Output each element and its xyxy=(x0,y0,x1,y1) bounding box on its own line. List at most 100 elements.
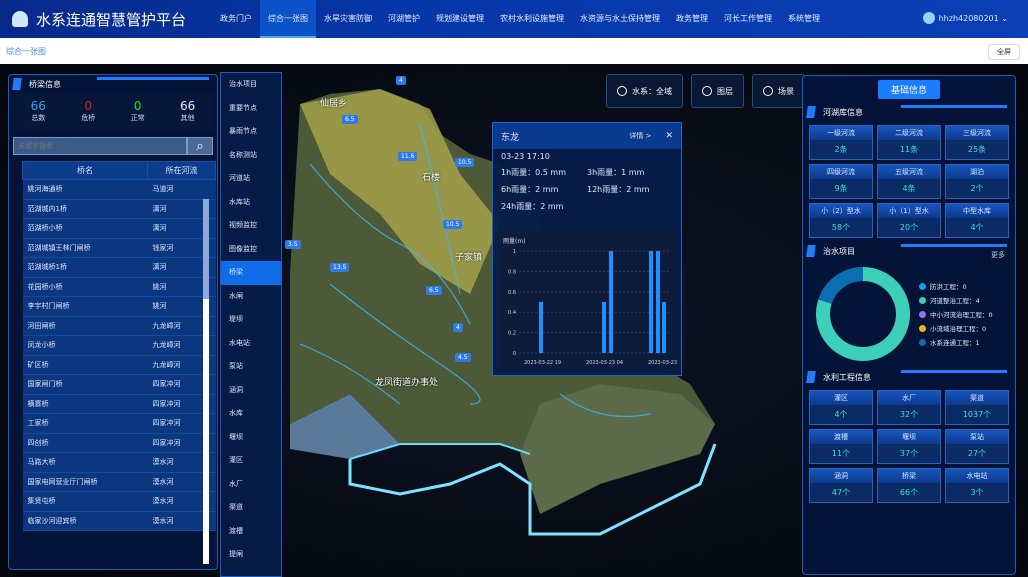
map-marker[interactable]: 6.5 xyxy=(426,286,442,295)
info-card[interactable]: 小（1）型水 20个 xyxy=(877,203,941,238)
table-row[interactable]: 集贤屯桥 漠水河 xyxy=(22,491,216,512)
layer-item[interactable]: 泵站 xyxy=(229,362,243,370)
info-card[interactable]: 渠道 1037个 xyxy=(945,390,1009,425)
layer-item[interactable]: 灌区 xyxy=(229,456,243,464)
river-name: 九龙嶂河 xyxy=(147,355,216,375)
table-row[interactable]: 花园桥小桥 姚河 xyxy=(22,277,216,297)
layer-item[interactable]: 水电站 xyxy=(229,338,250,347)
layer-item[interactable]: 名称测站 xyxy=(229,150,257,159)
layer-item[interactable]: 水库 xyxy=(229,409,243,417)
close-icon[interactable]: ✕ xyxy=(665,131,673,141)
layer-item[interactable]: 暴雨节点 xyxy=(229,127,257,135)
table-row[interactable]: 马路大桥 漠水河 xyxy=(22,452,216,473)
nav-item[interactable]: 综合一张图 xyxy=(260,0,316,38)
info-card[interactable]: 中型水库 4个 xyxy=(945,203,1009,238)
river-name: 漓河 xyxy=(147,218,216,239)
scene-button[interactable]: 场景 xyxy=(752,74,805,108)
table-row[interactable]: 工家桥 四家冲河 xyxy=(22,413,216,434)
layer-item[interactable]: 堰坝 xyxy=(229,432,243,441)
info-card[interactable]: 湖泊 2个 xyxy=(945,164,1009,199)
table-row[interactable]: 四创桥 四家冲河 xyxy=(22,433,216,453)
breadcrumb[interactable]: 综合一张图 xyxy=(6,47,46,56)
layer-item[interactable]: 图像监控 xyxy=(229,244,257,253)
table-row[interactable]: 姚河海通桥 马道河 xyxy=(22,179,216,200)
info-card[interactable]: 灌区 4个 xyxy=(809,390,873,425)
card-label: 小（1）型水 xyxy=(878,204,940,218)
map-marker[interactable]: 4.5 xyxy=(455,353,471,362)
table-row[interactable]: 矿区桥 九龙嶂河 xyxy=(22,355,216,375)
info-card[interactable]: 水厂 32个 xyxy=(877,390,941,425)
map-marker[interactable]: 10.5 xyxy=(443,220,463,229)
table-row[interactable]: 临家沙河迎宾桥 漠水河 xyxy=(22,511,216,531)
place-label: 龙凤街道办事处 xyxy=(375,378,439,388)
search-input[interactable] xyxy=(13,137,187,155)
info-card[interactable]: 小（2）型水 58个 xyxy=(809,203,873,238)
nav-item[interactable]: 河湖管护 xyxy=(388,14,420,23)
info-card[interactable]: 五级河流 4条 xyxy=(877,164,941,199)
info-card[interactable]: 涵洞 47个 xyxy=(809,468,873,503)
search-button[interactable]: ⌕ xyxy=(187,137,213,155)
nav-item[interactable]: 水旱灾害防御 xyxy=(324,14,372,23)
map-marker[interactable]: 4 xyxy=(396,76,406,85)
nav-item[interactable]: 政务管理 xyxy=(676,14,708,23)
detail-link[interactable]: 详情 > xyxy=(629,132,652,140)
nav-item[interactable]: 规划建设管理 xyxy=(436,14,484,23)
layer-item[interactable]: 水厂 xyxy=(229,479,243,488)
info-card[interactable]: 一级河流 2条 xyxy=(809,125,873,160)
table-row[interactable]: 李宇村门闸桥 姚河 xyxy=(22,296,216,317)
map-marker[interactable]: 3.5 xyxy=(285,240,301,249)
table-row[interactable]: 国家电网营业厅门闸桥 漠水河 xyxy=(22,472,216,492)
info-card[interactable]: 水电站 3个 xyxy=(945,468,1009,503)
layer-item[interactable]: 渡槽 xyxy=(229,526,243,535)
info-card[interactable]: 桥梁 66个 xyxy=(877,468,941,503)
info-card[interactable]: 四级河流 9条 xyxy=(809,164,873,199)
user-menu[interactable]: hhzh42080201 ⌄ xyxy=(922,12,1008,24)
card-label: 四级河流 xyxy=(810,165,872,179)
bridge-name: 凤龙小桥 xyxy=(22,335,148,356)
section-header: 河湖库信息 xyxy=(803,103,1015,121)
nav-item[interactable]: 河长工作管理 xyxy=(724,14,772,23)
layer-item[interactable]: 河道站 xyxy=(229,174,250,182)
table-row[interactable]: 国家闸门桥 四家冲河 xyxy=(22,374,216,395)
layer-item[interactable]: 水库站 xyxy=(229,197,250,206)
y-tick-label: 0.8 xyxy=(508,269,516,275)
info-card[interactable]: 泵站 27个 xyxy=(945,429,1009,464)
scrollbar[interactable] xyxy=(203,199,209,564)
table-row[interactable]: 凤龙小桥 九龙嶂河 xyxy=(22,335,216,356)
layer-button[interactable]: 图层 xyxy=(691,74,744,108)
water-system-button[interactable]: 水系：全域 xyxy=(606,74,683,108)
table-row[interactable]: 横寨桥 四家冲河 xyxy=(22,394,216,414)
map-marker[interactable]: 10.5 xyxy=(455,158,475,167)
map-marker[interactable]: 4 xyxy=(453,323,463,332)
map-marker[interactable]: 13.5 xyxy=(330,263,350,272)
fullscreen-button[interactable]: 全屏 xyxy=(988,44,1020,60)
river-name: 漠水河 xyxy=(147,511,216,531)
nav-item[interactable]: 水资源与水土保持管理 xyxy=(580,14,660,23)
layer-item[interactable]: 水闸 xyxy=(229,291,243,300)
info-card[interactable]: 三级河流 25条 xyxy=(945,125,1009,160)
table-row[interactable]: 河田闸桥 九龙嶂河 xyxy=(22,316,216,336)
info-card[interactable]: 渡槽 11个 xyxy=(809,429,873,464)
more-link[interactable]: 更多 xyxy=(991,251,1005,259)
card-value: 25条 xyxy=(967,145,987,154)
layer-item[interactable]: 重要节点 xyxy=(229,103,257,112)
layer-item[interactable]: 提闸 xyxy=(229,550,243,558)
info-card[interactable]: 堰坝 37个 xyxy=(877,429,941,464)
map-marker[interactable]: 11.6 xyxy=(398,152,418,161)
nav-item[interactable]: 政务门户 xyxy=(220,14,252,23)
layer-item[interactable]: 堤坝 xyxy=(229,315,243,323)
card-value: 20个 xyxy=(899,223,919,232)
map-marker[interactable]: 6.5 xyxy=(342,115,358,124)
layer-item[interactable]: 涵洞 xyxy=(229,385,243,394)
layer-item[interactable]: 视频监控 xyxy=(229,221,257,229)
layer-item[interactable]: 渠道 xyxy=(229,503,243,511)
nav-item[interactable]: 农村水利设施管理 xyxy=(500,14,564,23)
table-row[interactable]: 范湖桥小桥 漓河 xyxy=(22,218,216,239)
nav-item[interactable]: 系统管理 xyxy=(788,14,820,23)
layer-item[interactable]: 治水项目 xyxy=(229,80,257,88)
table-row[interactable]: 范湖城镇王林门闸桥 钱家河 xyxy=(22,238,216,258)
layer-item[interactable]: 桥梁 xyxy=(221,261,281,285)
table-row[interactable]: 范湖城内1桥 漓河 xyxy=(22,199,216,219)
table-row[interactable]: 范湖城桥1桥 漓河 xyxy=(22,257,216,278)
info-card[interactable]: 二级河流 11条 xyxy=(877,125,941,160)
